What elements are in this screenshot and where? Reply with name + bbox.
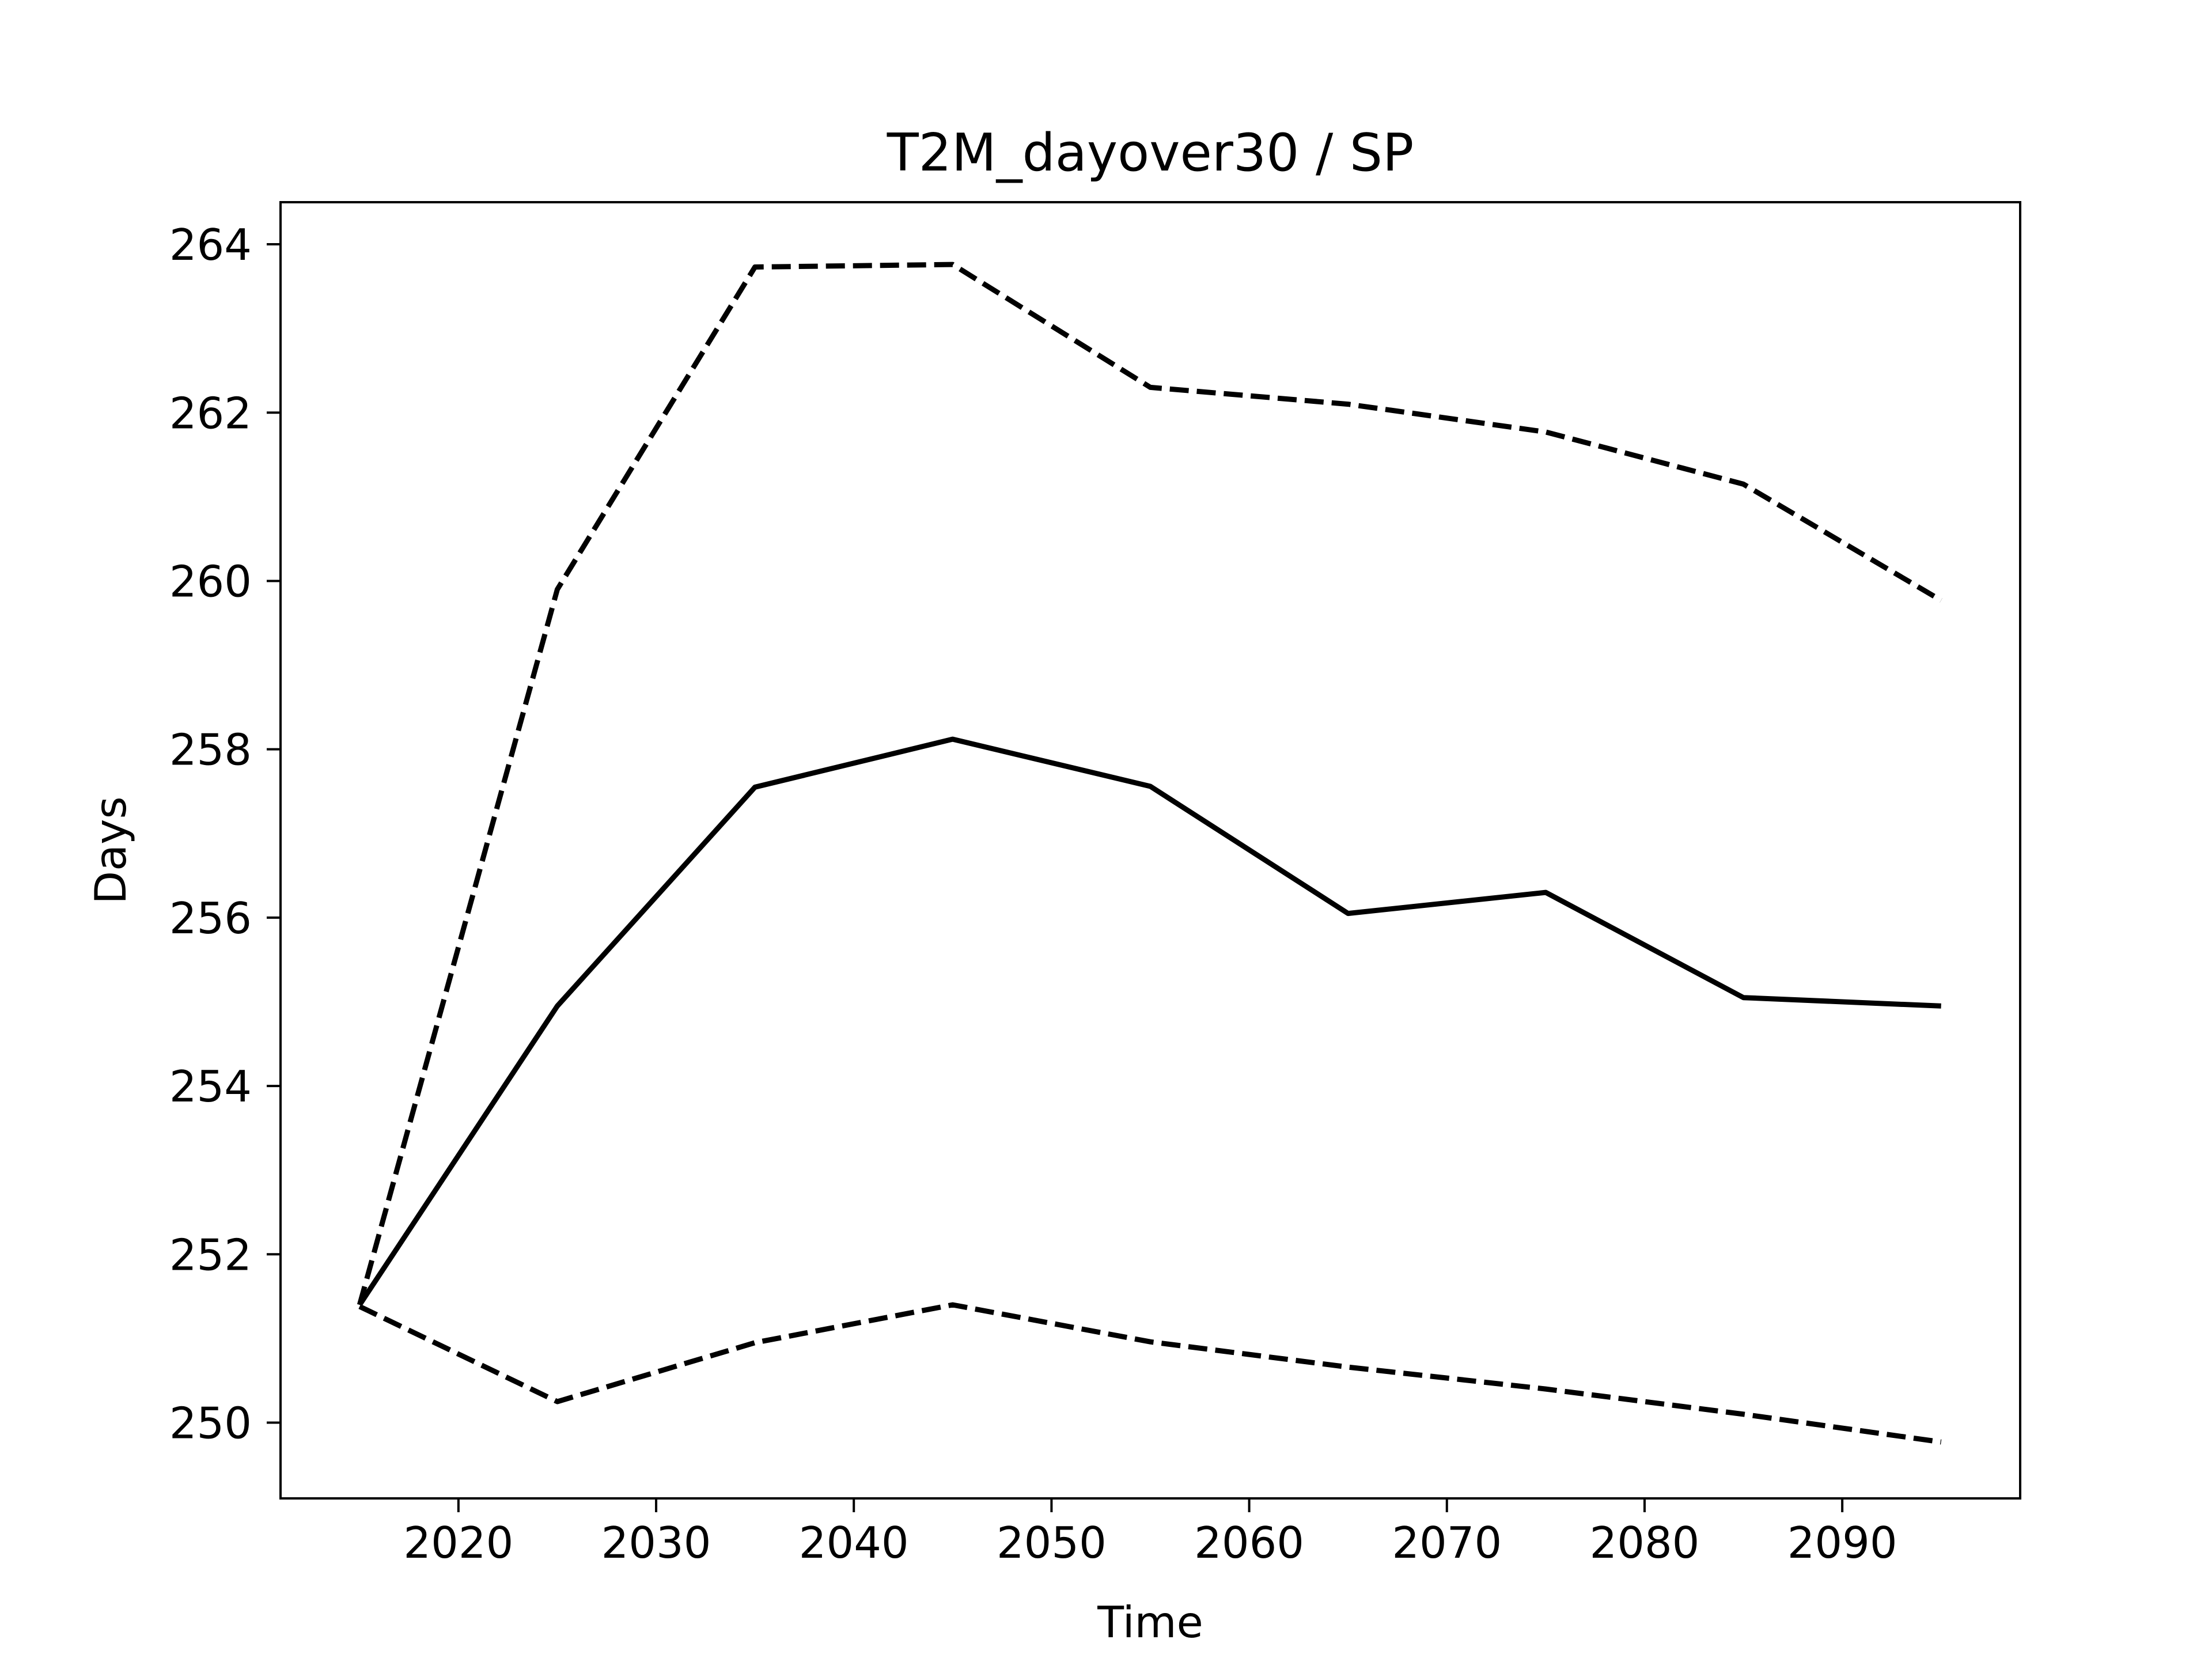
x-tick-label-2060: 2060	[1194, 1517, 1304, 1568]
x-axis-label: Time	[1097, 1597, 1203, 1648]
x-tick-label-2090: 2090	[1787, 1517, 1897, 1568]
x-tick-label-2080: 2080	[1590, 1517, 1700, 1568]
series-line-2-dashed	[357, 262, 1942, 1306]
series-layer	[357, 262, 1942, 1445]
y-tick-label-256: 256	[169, 893, 252, 944]
y-tick-label-262: 262	[169, 388, 252, 438]
series-line-3-dashed	[358, 1302, 1942, 1445]
chart-title: T2M_dayover30 / SP	[887, 123, 1414, 183]
x-tick-label-2070: 2070	[1392, 1517, 1502, 1568]
y-axis-ticks: 250 252 254 256 258 260 262 264	[169, 219, 281, 1449]
y-tick-label-254: 254	[169, 1061, 252, 1112]
x-tick-label-2050: 2050	[997, 1517, 1107, 1568]
y-axis-label: Days	[85, 796, 136, 904]
x-tick-label-2030: 2030	[601, 1517, 711, 1568]
x-tick-label-2040: 2040	[799, 1517, 909, 1568]
x-tick-label-2020: 2020	[403, 1517, 513, 1568]
y-tick-label-250: 250	[169, 1398, 252, 1449]
y-tick-label-252: 252	[169, 1229, 252, 1280]
series-line-1-solid	[357, 736, 1941, 1307]
y-tick-label-264: 264	[169, 219, 252, 270]
x-axis-ticks: 2020 2030 2040 2050 2060 2070 2080 2090	[403, 1498, 1897, 1568]
plot-area-frame	[279, 201, 2021, 1500]
y-tick-label-260: 260	[169, 556, 252, 607]
y-tick-label-258: 258	[169, 725, 252, 775]
